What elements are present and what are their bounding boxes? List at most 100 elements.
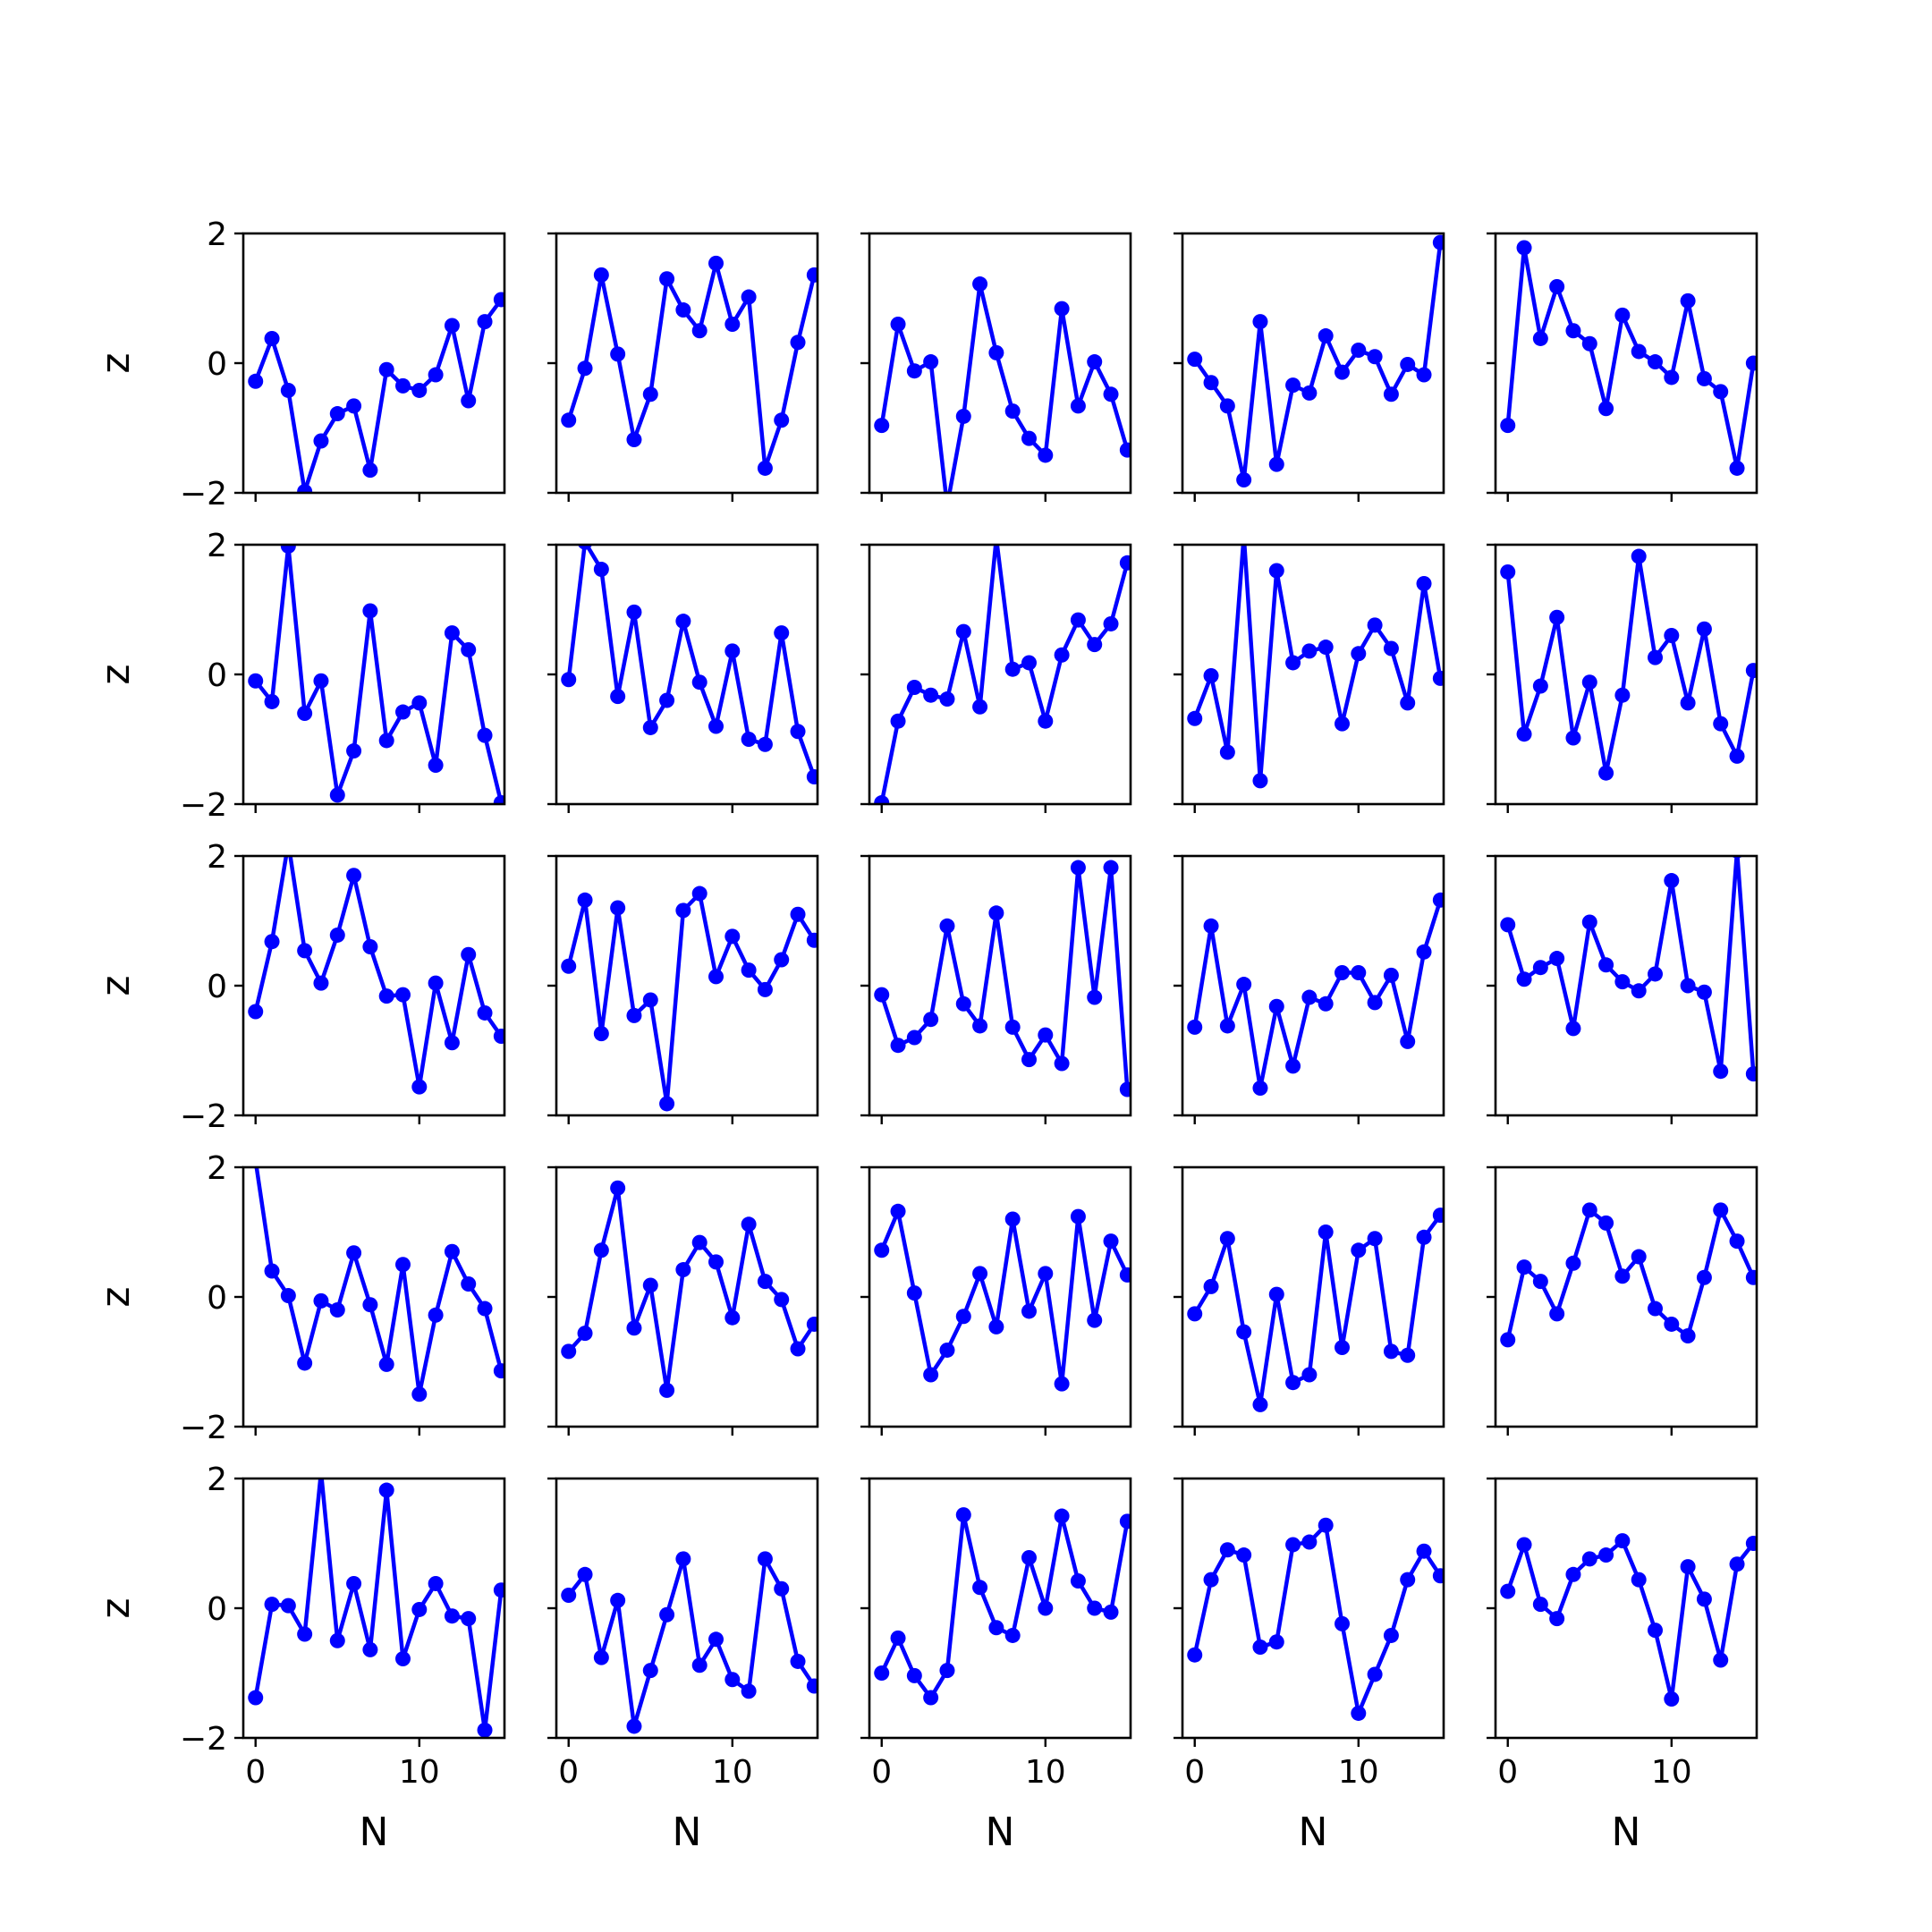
data-point xyxy=(1203,667,1219,683)
x-tick-label: 10 xyxy=(1025,1754,1066,1791)
y-axis-label: z xyxy=(93,664,139,684)
data-point xyxy=(1187,352,1203,368)
data-point xyxy=(923,1690,939,1706)
data-point xyxy=(395,377,411,394)
data-point xyxy=(561,672,577,688)
data-point xyxy=(1351,965,1367,980)
data-point xyxy=(675,1262,691,1278)
data-point xyxy=(1004,1211,1021,1227)
data-point xyxy=(972,1580,988,1596)
data-point xyxy=(724,1672,741,1688)
series-line xyxy=(1505,245,1756,470)
data-point xyxy=(626,604,642,620)
y-tick-label: −2 xyxy=(180,1721,227,1758)
data-point xyxy=(1631,548,1647,564)
data-point xyxy=(1631,1572,1647,1588)
data-point xyxy=(806,1316,818,1332)
data-point xyxy=(1532,1597,1548,1613)
series-line xyxy=(1192,242,1443,482)
data-point xyxy=(428,1307,444,1323)
subplot-2-0: −2 0 2 z xyxy=(93,839,506,1135)
data-point xyxy=(329,1302,345,1318)
subplot-1-3 xyxy=(1174,543,1445,813)
data-point xyxy=(642,719,658,735)
data-point xyxy=(1203,1572,1219,1588)
data-point xyxy=(806,932,818,948)
series-line-group xyxy=(1187,1517,1444,1721)
data-point xyxy=(477,314,493,330)
data-point xyxy=(1400,1572,1416,1588)
data-point xyxy=(1301,1367,1318,1383)
data-point xyxy=(806,769,818,785)
data-point xyxy=(1400,1033,1416,1049)
data-point xyxy=(708,1631,724,1648)
data-point xyxy=(1038,1266,1054,1282)
data-point xyxy=(906,680,922,695)
data-point xyxy=(1516,971,1532,987)
data-point xyxy=(1614,687,1631,703)
x-axis-label: N xyxy=(673,1809,702,1855)
data-point xyxy=(444,625,460,641)
y-tick-label: 2 xyxy=(207,216,227,253)
data-point xyxy=(1004,1019,1021,1035)
data-point xyxy=(248,1690,264,1706)
axes-frame xyxy=(242,854,506,1117)
data-point xyxy=(1285,377,1301,394)
data-point xyxy=(264,1597,280,1613)
data-point xyxy=(1713,1202,1729,1218)
data-point xyxy=(1054,1376,1070,1392)
data-point xyxy=(790,335,806,351)
data-point xyxy=(1696,984,1712,1000)
data-point xyxy=(675,302,691,318)
data-point xyxy=(890,1203,906,1219)
data-point xyxy=(1268,998,1284,1014)
data-point xyxy=(741,1216,757,1233)
data-point xyxy=(1598,765,1614,781)
data-point xyxy=(1383,1343,1399,1360)
data-point xyxy=(1516,726,1532,742)
data-point xyxy=(378,361,394,377)
y-tick-label: −2 xyxy=(180,476,227,513)
x-axis-label: N xyxy=(986,1809,1015,1855)
data-point xyxy=(378,1356,394,1372)
data-point xyxy=(1335,1615,1350,1631)
data-point xyxy=(313,433,329,449)
data-point xyxy=(1383,640,1399,657)
data-point xyxy=(1335,364,1350,380)
data-point xyxy=(1219,1231,1235,1247)
data-point xyxy=(1581,1202,1597,1218)
data-point xyxy=(741,962,757,979)
data-point xyxy=(280,382,296,398)
data-point xyxy=(329,927,345,943)
data-point xyxy=(264,330,280,346)
data-point xyxy=(757,1551,773,1567)
data-point xyxy=(874,795,890,804)
data-point xyxy=(1565,1021,1581,1037)
data-point xyxy=(1285,1375,1301,1391)
data-point xyxy=(774,952,790,968)
data-point xyxy=(362,939,378,954)
data-point xyxy=(1236,977,1252,993)
data-point xyxy=(1087,354,1103,370)
data-point xyxy=(659,271,675,287)
data-point xyxy=(790,1653,806,1669)
data-point xyxy=(395,987,411,1003)
subplot-1-4 xyxy=(1487,543,1758,813)
data-point xyxy=(874,987,890,1003)
data-point xyxy=(1301,643,1318,659)
subplot-0-1 xyxy=(547,232,819,502)
data-point xyxy=(1187,1647,1203,1663)
data-point xyxy=(972,276,988,292)
series-line-group xyxy=(1187,892,1444,1097)
data-point xyxy=(1581,674,1597,691)
data-point xyxy=(395,1257,411,1273)
data-point xyxy=(1219,1542,1235,1558)
data-point xyxy=(1631,343,1647,360)
data-point xyxy=(659,692,675,708)
data-point xyxy=(577,892,593,908)
data-point xyxy=(708,255,724,271)
data-point xyxy=(477,727,493,743)
data-point xyxy=(1268,456,1284,472)
data-point xyxy=(1516,1259,1532,1275)
data-point xyxy=(955,623,971,640)
